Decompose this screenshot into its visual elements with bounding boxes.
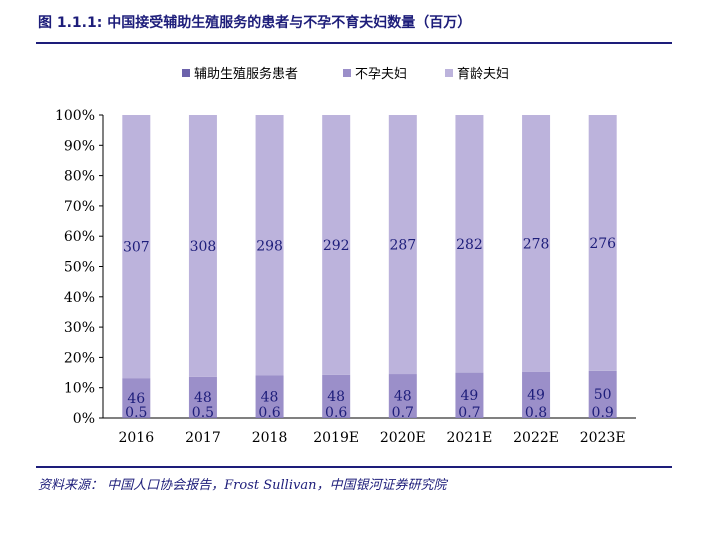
bar-segment	[188, 376, 217, 418]
title-divider	[36, 42, 672, 44]
y-tick-label: 60%	[64, 229, 95, 245]
legend-swatch	[343, 69, 351, 77]
source-divider	[36, 466, 672, 468]
data-label: 0.6	[258, 405, 280, 421]
source-note: 资料来源： 中国人口协会报告，Frost Sullivan，中国银河证券研究院	[38, 478, 447, 493]
data-label: 48	[261, 389, 279, 405]
data-label: 298	[256, 238, 283, 254]
y-tick-label: 20%	[64, 350, 95, 366]
data-label: 49	[527, 388, 545, 404]
data-label: 46	[127, 391, 145, 407]
bar-segment	[188, 115, 217, 377]
y-tick-label: 90%	[64, 138, 95, 154]
bar-segment	[388, 115, 417, 375]
data-label: 0.9	[592, 405, 614, 421]
x-tick-label: 2021E	[447, 430, 493, 446]
data-label: 307	[123, 240, 150, 256]
data-label: 50	[594, 387, 612, 403]
y-tick-label: 100%	[55, 108, 95, 124]
chart-title: 图 1.1.1: 中国接受辅助生殖服务的患者与不孕不育夫妇数量（百万）	[38, 15, 472, 31]
legend-label: 育龄夫妇	[457, 66, 509, 82]
x-tick-label: 2022E	[513, 430, 559, 446]
data-label: 308	[190, 239, 217, 255]
y-tick-label: 50%	[64, 260, 95, 276]
legend-swatch	[445, 69, 453, 77]
bar-segment	[322, 115, 351, 375]
bar-segment	[522, 115, 551, 372]
y-tick-label: 70%	[64, 199, 95, 215]
y-tick-label: 80%	[64, 169, 95, 185]
data-label: 48	[327, 389, 345, 405]
bar-segment	[522, 371, 551, 418]
bar-segment	[388, 417, 417, 418]
y-tick-label: 10%	[64, 381, 95, 397]
data-label: 0.5	[125, 405, 147, 421]
x-tick-label: 2017	[185, 430, 221, 446]
bar-segment	[122, 417, 151, 419]
y-tick-label: 30%	[64, 320, 95, 336]
bar-segment	[588, 115, 617, 371]
x-tick-label: 2020E	[380, 430, 426, 446]
bar-segment	[388, 374, 417, 418]
data-label: 287	[389, 238, 416, 254]
bar-segment	[322, 417, 351, 418]
data-label: 276	[589, 236, 616, 252]
bar-segment	[588, 417, 617, 418]
bar-segment	[255, 115, 284, 376]
data-label: 0.7	[458, 405, 480, 421]
data-label: 0.7	[392, 405, 414, 421]
legend-label: 辅助生殖服务患者	[194, 66, 298, 82]
bar-segment	[588, 370, 617, 418]
x-tick-label: 2023E	[580, 430, 626, 446]
bar-segment	[455, 417, 484, 418]
y-tick-label: 0%	[73, 411, 95, 427]
stacked-bar-chart: 辅助生殖服务患者 不孕夫妇 育龄夫妇 0% 10% 20% 30% 40% 50% 60% 70% 8…	[55, 66, 636, 446]
bar-segment	[255, 375, 284, 418]
data-label: 278	[523, 236, 550, 252]
bar-segment	[455, 115, 484, 373]
legend-label: 不孕夫妇	[355, 66, 407, 82]
data-label: 282	[456, 237, 483, 253]
data-label: 0.5	[192, 405, 214, 421]
bar-segment	[522, 417, 551, 418]
x-tick-label: 2019E	[313, 430, 359, 446]
x-tick-label: 2018	[252, 430, 288, 446]
bar-segment	[322, 374, 351, 418]
data-label: 0.8	[525, 405, 547, 421]
data-label: 48	[394, 389, 412, 405]
data-label: 48	[194, 390, 212, 406]
bar-segment	[255, 417, 284, 418]
bar-segment	[122, 378, 151, 418]
legend-swatch	[182, 69, 190, 77]
data-label: 292	[323, 238, 350, 254]
x-tick-label: 2016	[118, 430, 154, 446]
bar-segment	[122, 115, 151, 379]
bar-segment	[455, 372, 484, 418]
data-label: 49	[461, 388, 479, 404]
bar-segment	[188, 417, 217, 419]
y-tick-label: 40%	[64, 290, 95, 306]
data-label: 0.6	[325, 405, 347, 421]
